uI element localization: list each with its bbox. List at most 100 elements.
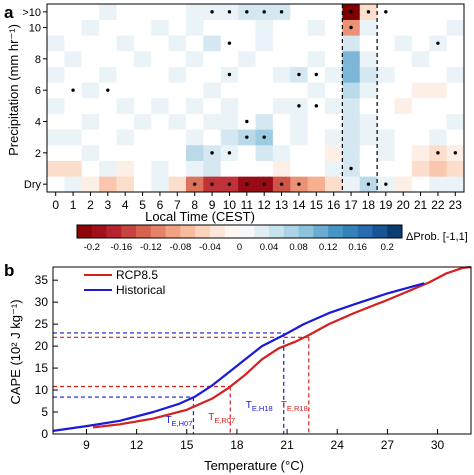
heatmap-cell xyxy=(203,113,222,130)
colorbar-segment xyxy=(224,225,240,238)
heatmap-x-tick-label: 20 xyxy=(397,198,411,212)
heatmap-cell xyxy=(377,145,395,161)
significance-dot xyxy=(279,182,284,186)
heatmap-cell xyxy=(168,113,187,130)
heatmap-cell xyxy=(186,4,204,20)
heatmap-cell xyxy=(81,113,100,130)
colorbar xyxy=(76,224,403,239)
colorbar-segment xyxy=(387,225,403,238)
heatmap-x-tick-label: 8 xyxy=(191,198,198,212)
significance-dot xyxy=(314,104,319,108)
heatmap-cell xyxy=(290,145,308,161)
heatmap-cell xyxy=(290,19,308,36)
heatmap-cell xyxy=(411,19,430,36)
heatmap-cell xyxy=(325,145,343,161)
heatmap-cell xyxy=(186,113,204,130)
heatmap-cell xyxy=(116,129,135,146)
significance-dot xyxy=(71,88,75,92)
heatmap-cell xyxy=(99,51,117,67)
heatmap-cell xyxy=(203,66,222,83)
heatmap-cell xyxy=(81,145,100,161)
heatmap-cell xyxy=(377,19,395,36)
heatmap-cell xyxy=(220,160,239,177)
heatmap-cell xyxy=(168,66,187,83)
line-series xyxy=(52,265,472,432)
heatmap-cell xyxy=(47,19,65,36)
heatmap-cell xyxy=(446,19,465,36)
colorbar-segment xyxy=(209,225,226,238)
heatmap-cell xyxy=(116,82,135,99)
colorbar-segment xyxy=(136,225,152,238)
heatmap-cell xyxy=(325,129,343,146)
heatmap-cell xyxy=(99,98,117,114)
heatmap-cell xyxy=(394,129,413,146)
heatmap-cell xyxy=(394,82,413,99)
heatmap-x-tick-label: 15 xyxy=(310,198,324,212)
heatmap-cell xyxy=(377,82,395,99)
heatmap-cell xyxy=(64,51,83,67)
heatmap-cell xyxy=(81,176,100,193)
heatmap-cell xyxy=(446,160,465,177)
heatmap-cell xyxy=(446,129,465,146)
heatmap-y-tick-label: 2 xyxy=(35,148,41,160)
heatmap-cell xyxy=(47,160,65,177)
significance-dot xyxy=(262,10,266,14)
significance-dot xyxy=(210,10,214,14)
legend-label-rcp85: RCP8.5 xyxy=(116,268,158,282)
heatmap-cell xyxy=(186,19,204,36)
heatmap-cell xyxy=(342,176,361,193)
heatmap-cell xyxy=(238,35,256,52)
heatmap-cell xyxy=(446,176,465,193)
heatmap-cell xyxy=(429,82,447,99)
heatmap-x-tick-label: 16 xyxy=(327,198,341,212)
heatmap-cell xyxy=(325,19,343,36)
significance-dot xyxy=(262,182,266,186)
colorbar-frame xyxy=(76,224,403,239)
reference-label-main: T xyxy=(208,412,214,423)
heatmap-cell xyxy=(81,129,100,146)
heatmap-x-tick-label: 1 xyxy=(70,198,77,212)
heatmap-cell xyxy=(272,129,291,146)
series-line xyxy=(52,282,425,432)
significance-dot xyxy=(384,10,388,14)
heatmap-cell xyxy=(116,4,135,20)
heatmap-y-tick-label: >10 xyxy=(22,7,41,19)
reference-label-main: T xyxy=(281,400,287,411)
heatmap-cell xyxy=(238,82,256,99)
colorbar-tick-label: 0.2 xyxy=(381,242,394,253)
heatmap-cell xyxy=(429,129,447,146)
heatmap-cell xyxy=(446,51,465,67)
heatmap-x-tick-label: 6 xyxy=(157,198,164,212)
heatmap-cell xyxy=(168,98,187,114)
heatmap-cell xyxy=(377,51,395,67)
significance-dot xyxy=(314,72,319,77)
colorbar-tick-label: 0.08 xyxy=(289,242,308,253)
heatmap-cell xyxy=(203,82,222,99)
significance-dot xyxy=(245,182,249,186)
line-y-tick-label: 5 xyxy=(41,405,48,419)
heatmap-cell xyxy=(411,82,430,99)
heatmap-cell xyxy=(325,113,343,130)
heatmap-cell xyxy=(116,113,135,130)
heatmap-cell xyxy=(342,98,361,114)
line-ticks: 9 12 15 18 21 24 27 30 0 5 10 15 20 25 30 35 xyxy=(35,273,445,452)
significance-dot xyxy=(210,182,214,186)
heatmap-cell xyxy=(307,113,326,130)
heatmap-cell xyxy=(377,160,395,177)
colorbar-tick-label: 0.16 xyxy=(348,242,367,253)
colorbar-segment xyxy=(195,225,211,238)
heatmap-cell xyxy=(272,66,291,83)
heatmap-cell xyxy=(186,98,204,114)
dashed-markers xyxy=(341,4,378,192)
heatmap-cell xyxy=(377,113,395,130)
heatmap-cell xyxy=(307,19,326,36)
heatmap-cell xyxy=(151,176,169,193)
heatmap-cell xyxy=(359,98,378,114)
heatmap-cell xyxy=(47,113,65,130)
heatmap-y-tick-label: 10 xyxy=(29,23,41,35)
line-y-tick-label: 15 xyxy=(35,361,49,375)
significance-dot xyxy=(262,135,266,139)
heatmap-cell xyxy=(290,160,308,177)
heatmap-cell xyxy=(429,4,447,20)
heatmap-cell xyxy=(342,51,361,67)
